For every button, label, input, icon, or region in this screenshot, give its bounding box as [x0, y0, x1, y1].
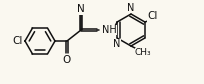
Text: CH₃: CH₃ [134, 48, 151, 57]
Text: Cl: Cl [147, 11, 157, 21]
Text: N: N [127, 3, 134, 13]
Text: O: O [63, 55, 71, 65]
Text: NH: NH [102, 25, 116, 35]
Text: Cl: Cl [13, 36, 23, 46]
Text: N: N [113, 39, 120, 49]
Text: N: N [77, 4, 84, 14]
